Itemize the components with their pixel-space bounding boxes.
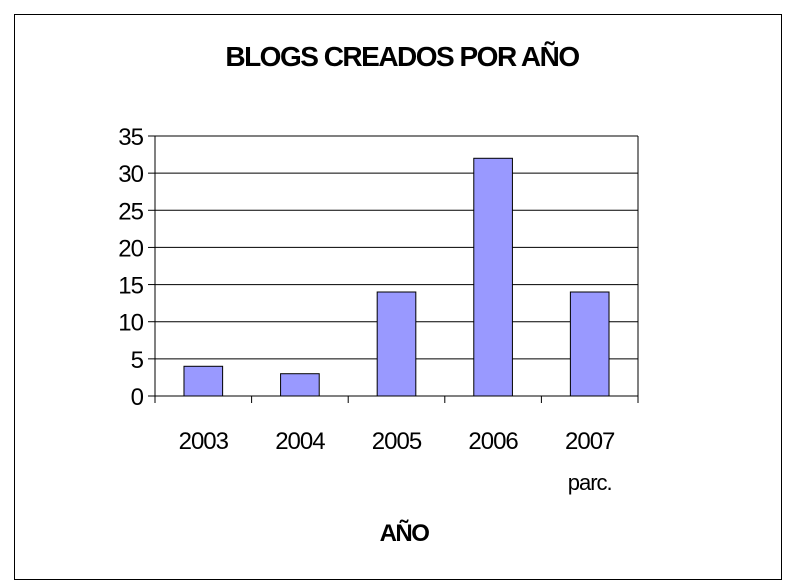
bar-2005 (376, 291, 417, 397)
bar-2003 (183, 365, 224, 397)
x-tick-label-2003: 2003 (179, 428, 229, 455)
y-tick-labels: 0 5 10 15 20 25 30 35 (118, 124, 144, 411)
axes (148, 135, 639, 403)
y-tick-label-35: 35 (118, 124, 143, 151)
x-axis-label: AÑO (380, 519, 430, 547)
chart-title: BLOGS CREADOS POR AÑO (225, 41, 579, 72)
bar-2004 (280, 373, 320, 397)
gridlines (155, 135, 638, 360)
y-tick-label-30: 30 (118, 161, 143, 188)
x-tick-labels: 2003 2004 2005 2006 2007 parc. (179, 428, 616, 495)
y-tick-label-25: 25 (118, 198, 143, 225)
bar-2006 (473, 157, 513, 397)
x-tick-label-2006: 2006 (468, 428, 518, 455)
y-tick-label-20: 20 (118, 235, 143, 262)
y-tick-label-10: 10 (118, 310, 143, 337)
y-tick-label-15: 15 (118, 273, 143, 300)
x-tick-label-2007: 2007 (565, 428, 615, 455)
y-tick-label-5: 5 (131, 347, 144, 374)
x-tick-label-2005: 2005 (372, 428, 422, 455)
bar-2007 (569, 291, 610, 397)
y-tick-label-0: 0 (131, 384, 144, 411)
x-tick-sublabel-2007: parc. (568, 470, 612, 495)
bars (183, 157, 610, 397)
x-tick-label-2004: 2004 (275, 428, 325, 455)
